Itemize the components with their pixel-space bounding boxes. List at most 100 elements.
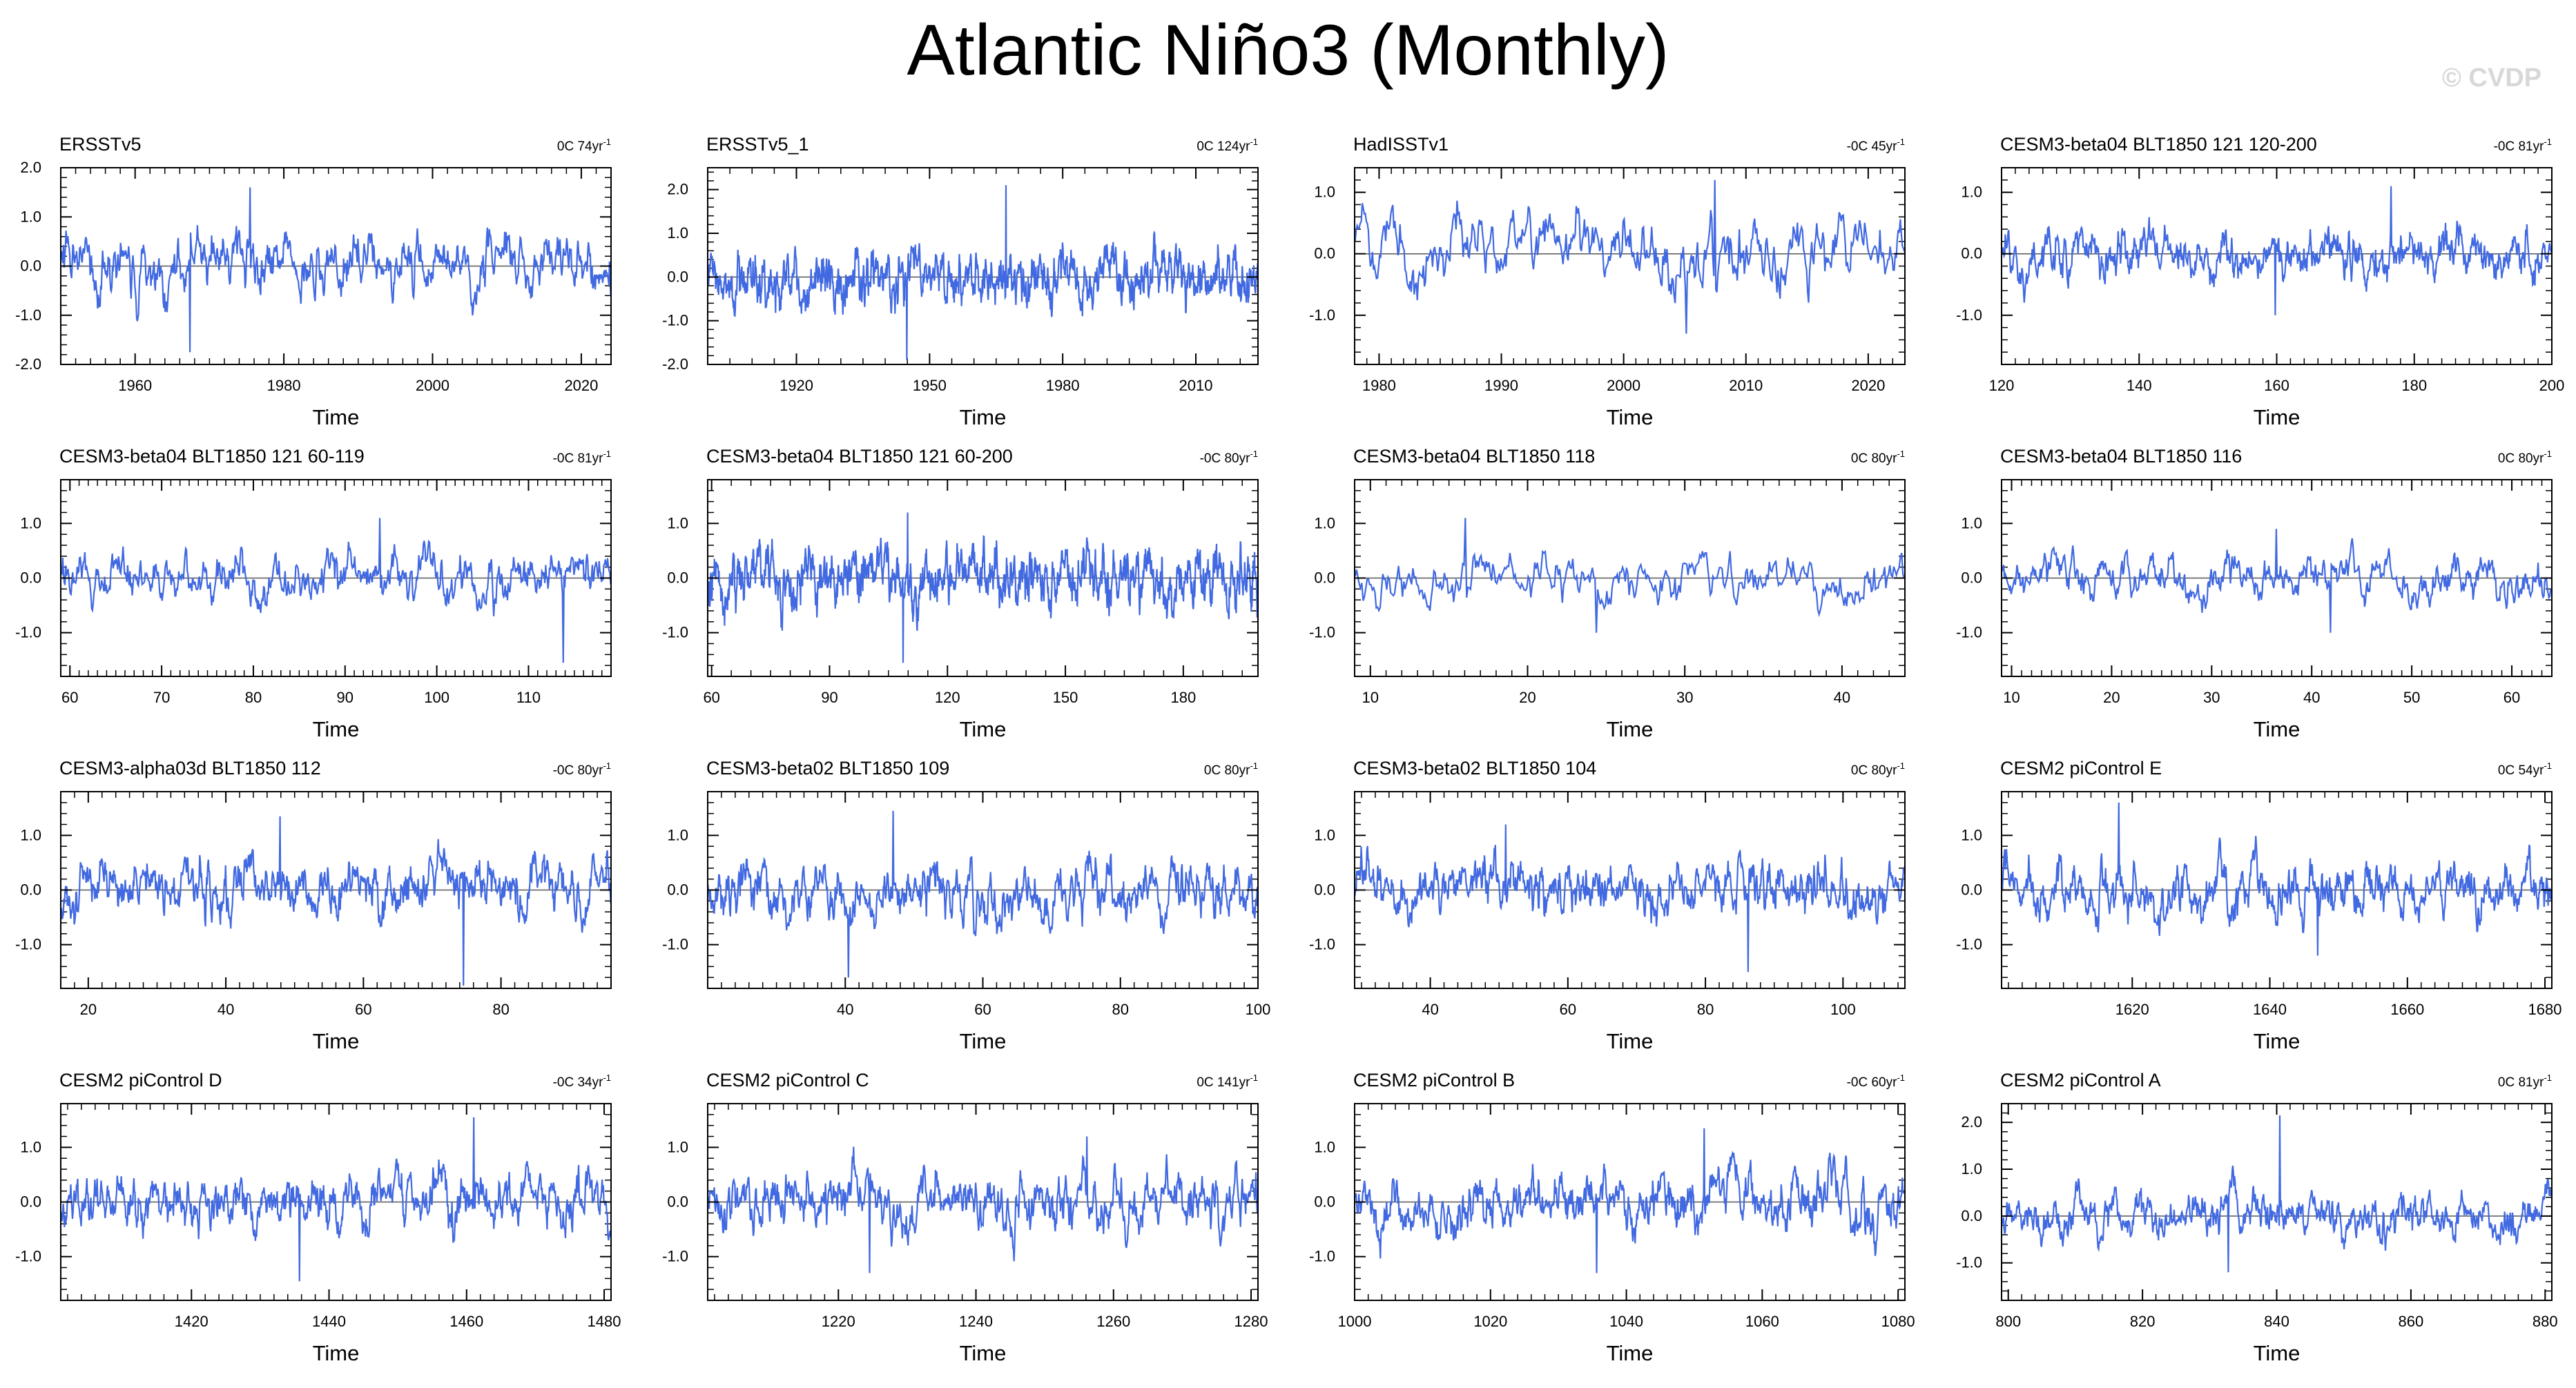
x-axis-label: Time: [1607, 1029, 1654, 1053]
x-tick-label: 120: [935, 689, 960, 706]
chart-panel: CESM3-beta04 BLT1850 121 60-119 -0C 81yr-…: [15, 446, 612, 741]
x-tick-label: 1220: [822, 1313, 855, 1330]
y-tick-label: -1.0: [1309, 936, 1335, 953]
chart-panel: CESM3-beta02 BLT1850 109 0C 80yr-1 40 60 80 1…: [662, 758, 1270, 1053]
x-axis-label: Time: [313, 1029, 360, 1053]
x-tick-label: 1950: [913, 377, 947, 394]
y-tick-label: 1.0: [1961, 514, 1982, 531]
y-tick-label: 1.0: [667, 1138, 688, 1155]
x-tick-label: 70: [153, 689, 170, 706]
x-axis-label: Time: [1607, 405, 1654, 429]
y-tick-label: 0.0: [20, 257, 41, 275]
x-tick-label: 2010: [1729, 377, 1763, 394]
series-line: [2001, 802, 2553, 956]
panel-trend: -0C 34yr-1: [553, 1073, 611, 1090]
trend-unit: -1: [603, 449, 611, 459]
x-tick-label: 1440: [312, 1313, 346, 1330]
x-tick-label: 1240: [959, 1313, 993, 1330]
x-tick-label: 80: [1697, 1001, 1714, 1018]
y-tick-label: 1.0: [667, 514, 688, 531]
y-tick-label: 1.0: [1961, 184, 1982, 201]
x-tick-label: 30: [1676, 689, 1693, 706]
x-axis-label: Time: [960, 405, 1007, 429]
x-tick-label: 800: [1995, 1313, 2021, 1330]
y-tick-label: 2.0: [1961, 1113, 1982, 1131]
plot-frame: [707, 167, 1259, 365]
x-tick-label: 40: [1422, 1001, 1438, 1018]
x-tick-label: 180: [1170, 689, 1196, 706]
x-tick-label: 60: [61, 689, 78, 706]
y-tick-label: 0.0: [1961, 1207, 1982, 1224]
panel-trend: -0C 80yr-1: [553, 761, 611, 778]
x-tick-label: 90: [821, 689, 837, 706]
x-tick-label: 2000: [416, 377, 449, 394]
y-tick-label: -1.0: [1309, 306, 1335, 324]
x-tick-label: 60: [2504, 689, 2520, 706]
panel-title: CESM3-beta02 BLT1850 104: [1353, 758, 1596, 779]
x-tick-label: 20: [80, 1001, 97, 1018]
y-tick-label: -1.0: [662, 312, 688, 329]
panel-title: CESM3-beta04 BLT1850 121 120-200: [2000, 134, 2317, 155]
page-title: Atlantic Niño3 (Monthly): [907, 10, 1669, 90]
panel-title: CESM3-alpha03d BLT1850 112: [59, 758, 321, 779]
x-tick-label: 1420: [175, 1313, 209, 1330]
panel-trend: 0C 80yr-1: [1851, 761, 1905, 778]
plot-frame: [2001, 167, 2553, 365]
y-tick-label: -1.0: [15, 1248, 41, 1265]
y-tick-label: 0.0: [1961, 881, 1982, 899]
y-tick-label: -1.0: [15, 624, 41, 641]
y-tick-label: 0.0: [20, 881, 41, 899]
chart-panel: HadISSTv1 -0C 45yr-1 1980 1990 2000 2010 2020 -…: [1309, 134, 1906, 429]
series-line: [2001, 1115, 2553, 1273]
series-line: [61, 187, 612, 353]
y-tick-label: 0.0: [20, 569, 41, 587]
chart-panel: CESM3-beta02 BLT1850 104 0C 80yr-1 40 60 80 1…: [1309, 758, 1906, 1053]
panel-trend: -0C 60yr-1: [1847, 1073, 1905, 1090]
series-line: [707, 185, 1259, 360]
x-tick-label: 1680: [2528, 1001, 2562, 1018]
x-tick-label: 1080: [1881, 1313, 1915, 1330]
x-tick-label: 840: [2264, 1313, 2289, 1330]
x-tick-label: 10: [1362, 689, 1379, 706]
x-tick-label: 2000: [1607, 377, 1640, 394]
trend-unit: -1: [1250, 449, 1258, 459]
y-tick-label: -1.0: [1309, 624, 1335, 641]
y-tick-label: -1.0: [1309, 1248, 1335, 1265]
chart-panel: CESM3-beta04 BLT1850 118 0C 80yr-1 10 20 30 4…: [1309, 446, 1906, 741]
panel-title: CESM2 piControl A: [2000, 1070, 2161, 1091]
y-tick-label: 0.0: [667, 1193, 688, 1211]
y-tick-label: -1.0: [1956, 936, 1982, 953]
panel-title: ERSSTv5_1: [706, 134, 809, 155]
y-tick-label: 0.0: [667, 268, 688, 285]
y-tick-label: -1.0: [662, 936, 688, 953]
series-line: [60, 518, 612, 663]
trend-unit: -1: [2544, 137, 2552, 147]
chart-panel: CESM2 piControl D -0C 34yr-1 1420 1440 1460 1…: [15, 1070, 621, 1365]
chart-panel: CESM3-alpha03d BLT1850 112 -0C 80yr-1 20 40…: [15, 758, 612, 1053]
trend-unit: -1: [1250, 1073, 1258, 1083]
x-tick-label: 1620: [2115, 1001, 2149, 1018]
x-tick-label: 1460: [449, 1313, 483, 1330]
panel-title: CESM3-beta04 BLT1850 116: [2000, 446, 2242, 467]
trend-unit: -1: [1897, 1073, 1905, 1083]
x-tick-label: 1280: [1234, 1313, 1268, 1330]
panel-trend: -0C 81yr-1: [2494, 137, 2552, 154]
series-line: [707, 1136, 1259, 1273]
x-tick-label: 10: [2003, 689, 2020, 706]
x-axis-label: Time: [2254, 717, 2301, 741]
x-tick-label: 20: [2103, 689, 2120, 706]
panel-trend: -0C 81yr-1: [553, 449, 611, 466]
x-tick-label: 1000: [1338, 1313, 1372, 1330]
x-tick-label: 1040: [1609, 1313, 1643, 1330]
chart-panel: CESM2 piControl E 0C 54yr-1 1620 1640 1660 16…: [1956, 758, 2562, 1053]
y-tick-label: 1.0: [20, 514, 41, 531]
panel-trend: -0C 45yr-1: [1847, 137, 1905, 154]
x-tick-label: 2020: [1851, 377, 1885, 394]
y-tick-label: 1.0: [1314, 826, 1335, 843]
y-tick-label: 0.0: [1314, 569, 1335, 587]
y-tick-label: 1.0: [1961, 1160, 1982, 1177]
x-tick-label: 160: [2264, 377, 2289, 394]
panel-title: CESM3-beta04 BLT1850 121 60-119: [59, 446, 365, 467]
plot-frame: [1354, 167, 1906, 365]
